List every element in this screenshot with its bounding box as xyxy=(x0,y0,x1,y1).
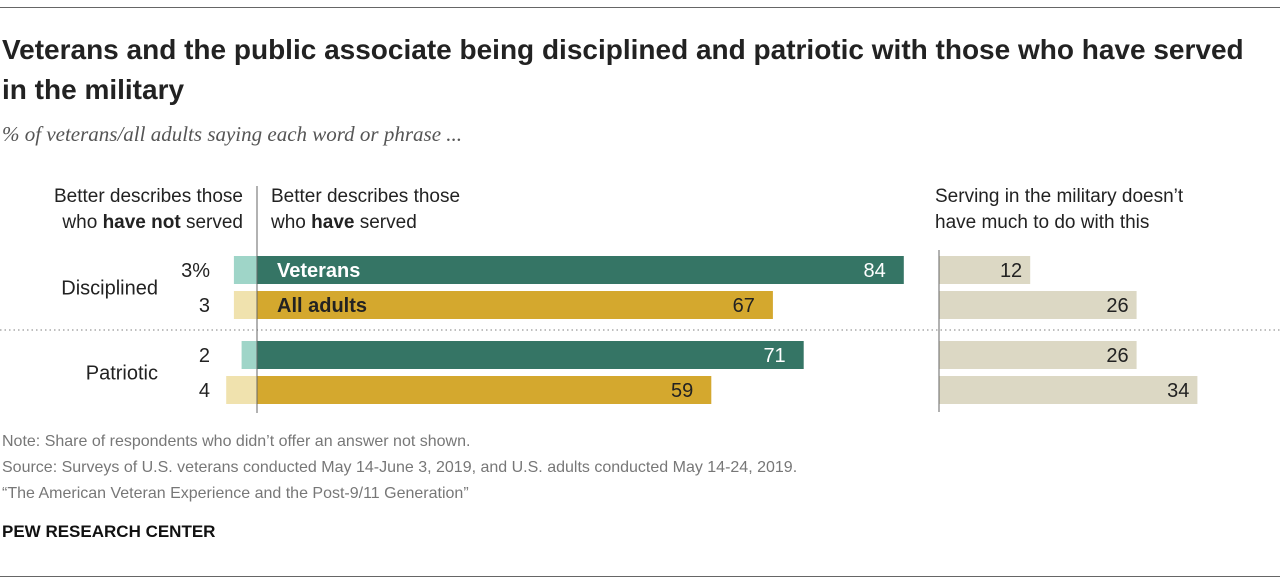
chart-subtitle: % of veterans/all adults saying each wor… xyxy=(2,122,463,146)
column-header-not-served-line1: Better describes those xyxy=(53,186,243,207)
column-header-neutral-line1: Serving in the military doesn’t xyxy=(935,186,1184,207)
value-label-served: 59 xyxy=(671,380,693,402)
bar-chart: Disciplined 3% 84 Veterans 12 3 67 All adults 26… xyxy=(0,186,1280,413)
note-text: Note: Share of respondents who didn’t of… xyxy=(2,433,471,450)
bar-neutral xyxy=(939,291,1137,319)
series-label: Veterans xyxy=(277,260,360,282)
source-text: Source: Surveys of U.S. veterans conduct… xyxy=(2,459,798,476)
bar-not-served xyxy=(226,376,257,404)
column-header-neutral: Serving in the military doesn’t have muc… xyxy=(935,184,1183,236)
bar-served xyxy=(257,291,773,319)
value-label-not-served: 3% xyxy=(181,260,210,282)
bar-neutral xyxy=(939,341,1137,369)
value-label-not-served: 3 xyxy=(199,295,210,317)
value-label-neutral: 34 xyxy=(1167,380,1189,402)
top-rule xyxy=(0,7,1280,8)
column-header-neutral-line2: have much to do with this xyxy=(935,212,1150,233)
bar-neutral xyxy=(939,256,1031,284)
bar-not-served xyxy=(233,291,257,319)
value-label-neutral: 26 xyxy=(1106,295,1128,317)
bar-served xyxy=(257,341,804,369)
value-label-served: 67 xyxy=(733,295,755,317)
value-label-not-served: 4 xyxy=(199,380,210,402)
column-header-served-line2-post: served xyxy=(354,212,417,233)
category-label: Patriotic xyxy=(86,363,158,385)
value-label-neutral: 12 xyxy=(1000,260,1022,282)
bar-served xyxy=(257,376,712,404)
value-label-not-served: 2 xyxy=(199,345,210,367)
column-header-served-bold: have xyxy=(311,212,355,233)
value-label-neutral: 26 xyxy=(1106,345,1128,367)
column-header-not-served-line2-post: served xyxy=(180,212,243,233)
column-header-served: Better describes those who have served xyxy=(271,184,460,236)
bar-served xyxy=(257,256,904,284)
category-label: Disciplined xyxy=(61,278,158,300)
series-label: All adults xyxy=(277,295,367,317)
column-header-not-served-bold: have not xyxy=(102,212,181,233)
column-header-served-line2-pre: who xyxy=(271,212,312,233)
value-label-served: 84 xyxy=(864,260,886,282)
column-header-not-served-line2-pre: who xyxy=(62,212,103,233)
chart-title: Veterans and the public associate being … xyxy=(2,34,1244,105)
bottom-rule xyxy=(0,576,1280,577)
column-header-not-served: Better describes those who have not serv… xyxy=(0,184,243,236)
bar-not-served xyxy=(233,256,257,284)
column-header-served-line1: Better describes those xyxy=(271,186,461,207)
value-label-served: 71 xyxy=(763,345,785,367)
bar-not-served xyxy=(241,341,257,369)
brand-logo-text: PEW RESEARCH CENTER xyxy=(2,522,216,541)
report-title-text: “The American Veteran Experience and the… xyxy=(2,485,469,502)
bar-neutral xyxy=(939,376,1198,404)
